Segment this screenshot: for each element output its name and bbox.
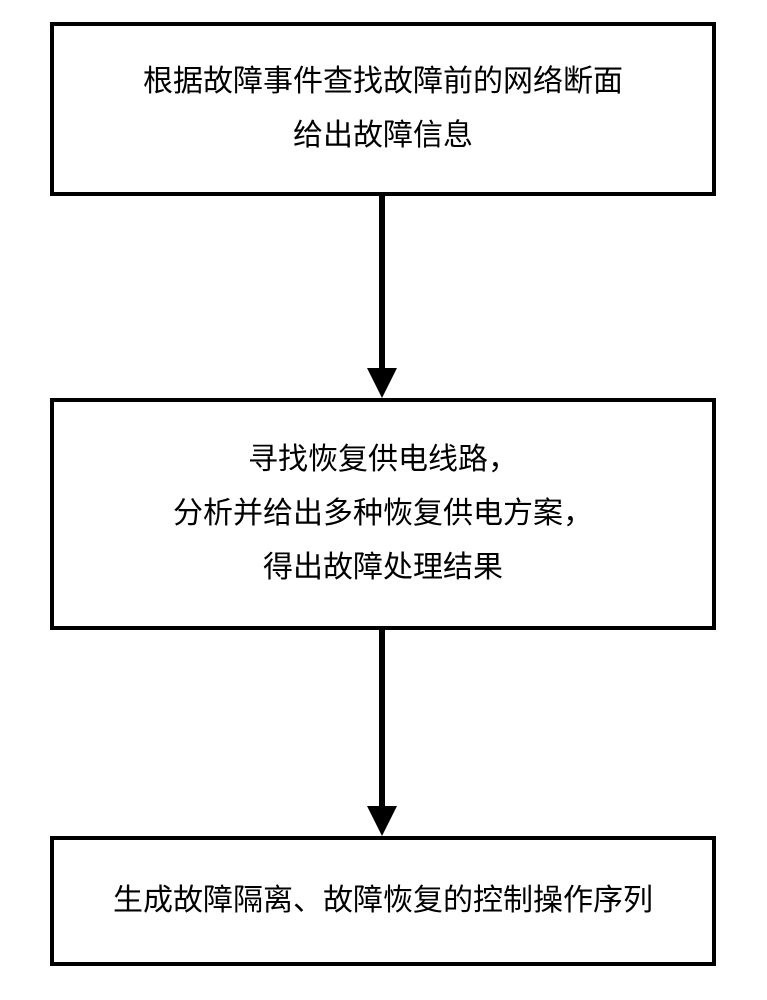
flow-arrow-2-shaft: [379, 630, 385, 806]
flow-node-2-line-1: 寻找恢复供电线路，: [248, 433, 518, 487]
flow-node-1-line-2: 给出故障信息: [293, 109, 473, 163]
flow-node-2: 寻找恢复供电线路， 分析并给出多种恢复供电方案， 得出故障处理结果: [50, 398, 716, 630]
flow-node-2-line-3: 得出故障处理结果: [263, 541, 503, 595]
flow-node-3: 生成故障隔离、故障恢复的控制操作序列: [50, 836, 716, 966]
flow-node-2-line-2: 分析并给出多种恢复供电方案，: [173, 487, 593, 541]
flow-arrow-2-head: [367, 806, 397, 836]
flowchart-canvas: 根据故障事件查找故障前的网络断面 给出故障信息 寻找恢复供电线路， 分析并给出多…: [0, 0, 767, 1000]
flow-node-1: 根据故障事件查找故障前的网络断面 给出故障信息: [50, 22, 716, 196]
flow-arrow-1-shaft: [379, 196, 385, 368]
flow-node-3-line-1: 生成故障隔离、故障恢复的控制操作序列: [113, 874, 653, 928]
flow-arrow-1-head: [367, 368, 397, 398]
flow-node-1-line-1: 根据故障事件查找故障前的网络断面: [143, 55, 623, 109]
